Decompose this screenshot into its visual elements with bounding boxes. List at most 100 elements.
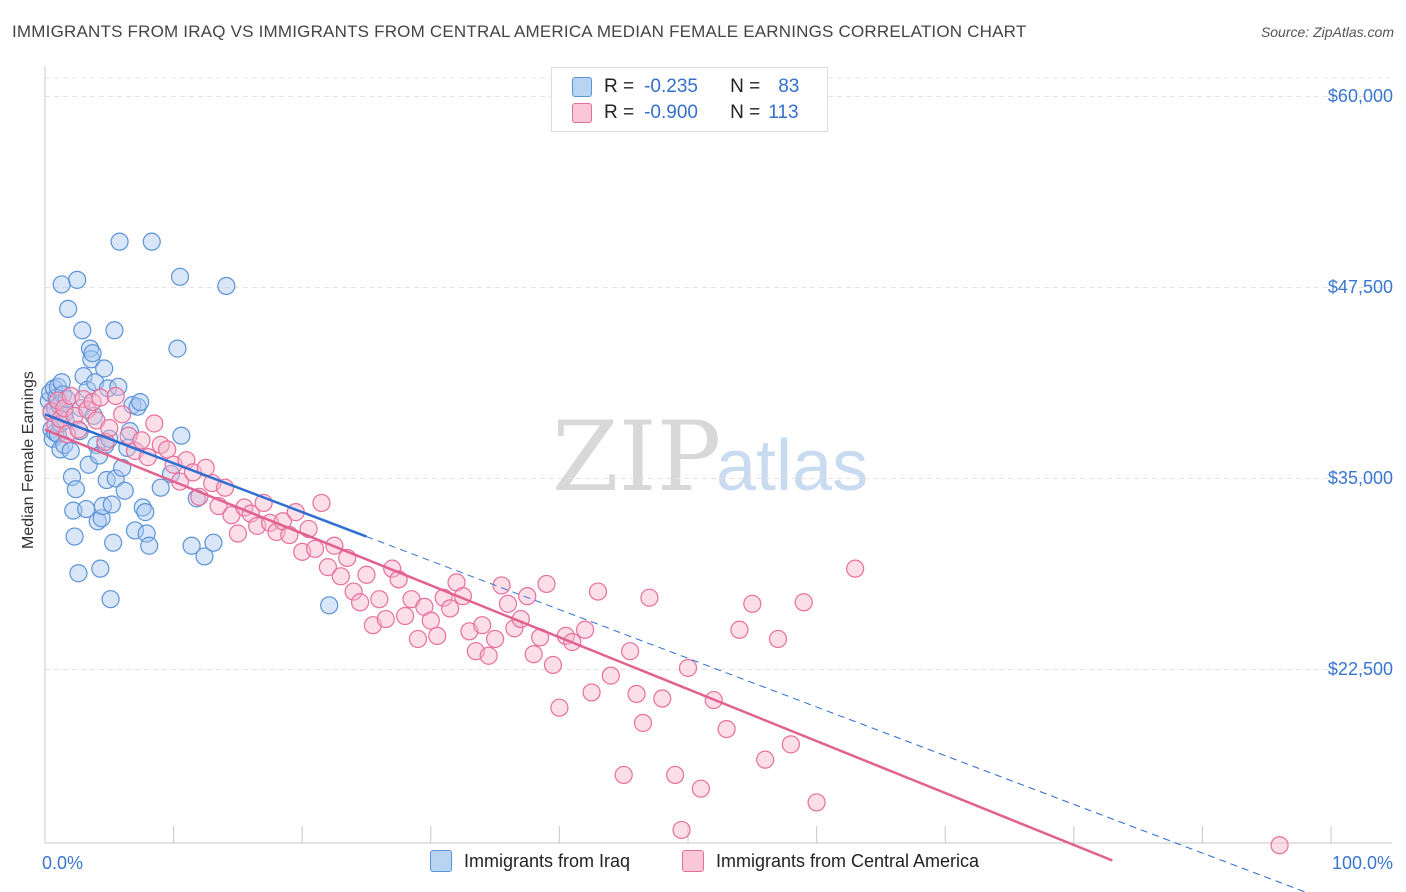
central-america-point-53: [344, 582, 363, 601]
central-america-point-51: [331, 567, 350, 586]
iraq-point-56: [110, 232, 129, 251]
central-america-point-108: [781, 735, 800, 754]
central-america-point-54: [350, 593, 370, 612]
central-america-point-88: [576, 620, 595, 639]
legend-n-value-iraq: 83: [778, 76, 800, 97]
iraq-point-54: [106, 469, 125, 488]
central-america-point-74: [479, 646, 498, 665]
iraq-point-80: [320, 596, 339, 615]
central-america-point-49: [318, 558, 338, 577]
central-america-point-24: [158, 440, 177, 459]
legend-row-central-america: R = -0.900 N = 113: [572, 101, 799, 125]
bottom-legend-iraq: Immigrants from Iraq: [430, 850, 630, 872]
central-america-point-65: [421, 611, 440, 630]
stats-legend: R = -0.235 N = 83 R = -0.900 N = 113: [551, 67, 828, 132]
iraq-point-50: [101, 590, 120, 609]
central-america-point-98: [666, 765, 685, 785]
central-america-point-112: [1270, 836, 1289, 855]
central-america-point-105: [743, 594, 762, 613]
central-america-point-110: [807, 793, 826, 812]
legend-row-iraq: R = -0.235 N = 83: [572, 75, 799, 99]
central-america-point-61: [395, 606, 415, 626]
legend-r-label: R =: [604, 102, 635, 123]
iraq-point-52: [104, 533, 123, 552]
central-america-point-15: [100, 418, 119, 438]
legend-swatch-central-america: [572, 103, 592, 123]
iraq-point-68: [140, 536, 159, 555]
central-america-point-96: [640, 588, 659, 607]
central-america-point-97: [653, 689, 672, 708]
central-america-point-106: [756, 750, 775, 769]
central-america-point-109: [794, 593, 813, 612]
iraq-point-64: [131, 393, 150, 412]
legend-r-value-iraq: -0.235: [644, 76, 698, 97]
central-america-point-93: [621, 642, 640, 661]
central-america-point-66: [428, 626, 447, 645]
central-america-point-77: [498, 594, 518, 613]
central-america-point-111: [846, 559, 865, 578]
legend-r-label: R =: [604, 76, 635, 97]
central-america-point-81: [524, 645, 543, 664]
central-america-point-68: [440, 599, 460, 618]
iraq-point-77: [195, 547, 214, 566]
iraq-trend-line-extrapolated: [366, 536, 1307, 892]
central-america-point-95: [633, 713, 653, 733]
iraq-point-51: [102, 495, 121, 514]
chart-title: IMMIGRANTS FROM IRAQ VS IMMIGRANTS FROM …: [12, 22, 1027, 41]
central-america-point-48: [312, 493, 331, 513]
central-america-point-17: [113, 405, 132, 424]
bottom-legend-central-america: Immigrants from Central America: [682, 850, 979, 872]
iraq-point-75: [182, 536, 201, 555]
central-america-point-13: [91, 388, 110, 407]
central-america-trend-line: [44, 428, 1113, 862]
iraq-point-73: [168, 339, 187, 358]
legend-n-value-central-america: 113: [768, 102, 799, 123]
central-america-point-90: [588, 582, 608, 601]
iraq-point-24: [65, 527, 84, 546]
iraq-point-74: [172, 426, 191, 445]
central-america-point-99: [672, 820, 691, 840]
iraq-point-26: [69, 564, 88, 583]
legend-n-label: N =: [730, 76, 761, 97]
iraq-point-58: [115, 481, 134, 500]
central-america-point-104: [730, 620, 749, 639]
legend-swatch-iraq: [572, 77, 592, 97]
central-america-point-83: [537, 574, 556, 594]
legend-r-value-central-america: -0.900: [644, 102, 698, 123]
iraq-trend-line: [44, 413, 367, 538]
iraq-point-30: [74, 367, 93, 386]
central-america-point-103: [717, 719, 736, 739]
central-america-point-84: [543, 655, 563, 675]
central-america-point-107: [768, 629, 788, 649]
iraq-point-45: [95, 359, 114, 378]
watermark-atlas: atlas: [716, 426, 868, 506]
central-america-point-47: [305, 539, 325, 558]
bottom-legend-swatch-central-america: [682, 850, 704, 872]
legend-n-label: N =: [730, 102, 761, 123]
central-america-point-94: [627, 684, 646, 704]
y-tick-label-35000: $35,000: [1327, 468, 1393, 488]
central-america-point-85: [550, 698, 569, 717]
iraq-point-66: [136, 503, 155, 522]
watermark-zip: ZIP: [552, 401, 721, 513]
iraq-point-35: [82, 350, 101, 369]
iraq-point-44: [93, 496, 112, 516]
central-america-point-63: [408, 629, 428, 649]
central-america-point-35: [228, 524, 247, 543]
central-america-point-16: [106, 386, 125, 406]
iraq-point-36: [83, 344, 102, 363]
central-america-point-89: [582, 683, 601, 702]
central-america-point-73: [473, 616, 492, 635]
iraq-point-82: [68, 270, 87, 289]
central-america-point-92: [614, 765, 633, 785]
central-america-point-55: [357, 565, 376, 584]
iraq-point-78: [204, 533, 223, 552]
iraq-point-21: [61, 441, 80, 461]
central-america-point-91: [601, 666, 620, 685]
bottom-legend-swatch-iraq: [430, 850, 452, 872]
iraq-point-42: [91, 559, 110, 578]
x-tick-label-max: 100.0%: [1331, 853, 1393, 873]
iraq-point-53: [105, 321, 124, 340]
central-america-point-20: [132, 431, 151, 450]
